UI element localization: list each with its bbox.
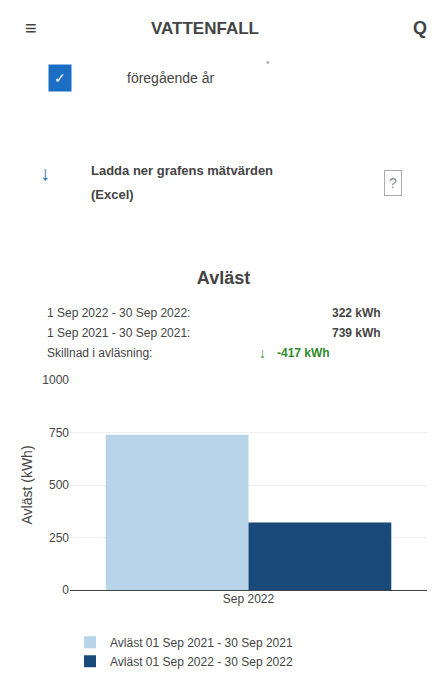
svg-text:föregående år: föregående år <box>127 70 215 86</box>
svg-text:↓: ↓ <box>259 345 266 361</box>
svg-text:500: 500 <box>49 478 69 492</box>
svg-text:-417 kWh: -417 kWh <box>277 346 330 360</box>
svg-text:Sep 2022: Sep 2022 <box>223 592 275 606</box>
svg-text:•: • <box>266 57 270 68</box>
svg-text:✓: ✓ <box>54 70 66 86</box>
svg-text:0: 0 <box>62 583 69 597</box>
svg-text:Ladda ner grafens mätvärden: Ladda ner grafens mätvärden <box>91 163 273 178</box>
svg-text:Q: Q <box>413 18 427 38</box>
svg-text:(Excel): (Excel) <box>91 187 134 202</box>
svg-text:≡: ≡ <box>25 17 37 39</box>
svg-text:Avläst (kWh): Avläst (kWh) <box>19 445 35 524</box>
svg-text:1 Sep 2022 - 30 Sep 2022:: 1 Sep 2022 - 30 Sep 2022: <box>47 306 194 320</box>
svg-text:1000: 1000 <box>42 373 69 387</box>
svg-text:1 Sep 2021 - 30 Sep 2021:: 1 Sep 2021 - 30 Sep 2021: <box>47 326 194 340</box>
svg-text:750: 750 <box>49 426 69 440</box>
svg-text:322 kWh: 322 kWh <box>332 306 381 320</box>
svg-text:Skillnad i avläsning:: Skillnad i avläsning: <box>47 346 156 360</box>
svg-text:Avläst 01 Sep 2022 - 30 Sep 20: Avläst 01 Sep 2022 - 30 Sep 2022 <box>110 655 293 669</box>
svg-text:Avläst: Avläst <box>197 268 250 288</box>
svg-text:VATTENFALL: VATTENFALL <box>151 19 259 38</box>
svg-text:250: 250 <box>49 531 69 545</box>
svg-text:739 kWh: 739 kWh <box>332 326 381 340</box>
svg-text:Avläst 01 Sep 2021 - 30 Sep 20: Avläst 01 Sep 2021 - 30 Sep 2021 <box>110 636 293 650</box>
svg-text:↓: ↓ <box>40 162 50 184</box>
svg-text:?: ? <box>389 175 397 191</box>
